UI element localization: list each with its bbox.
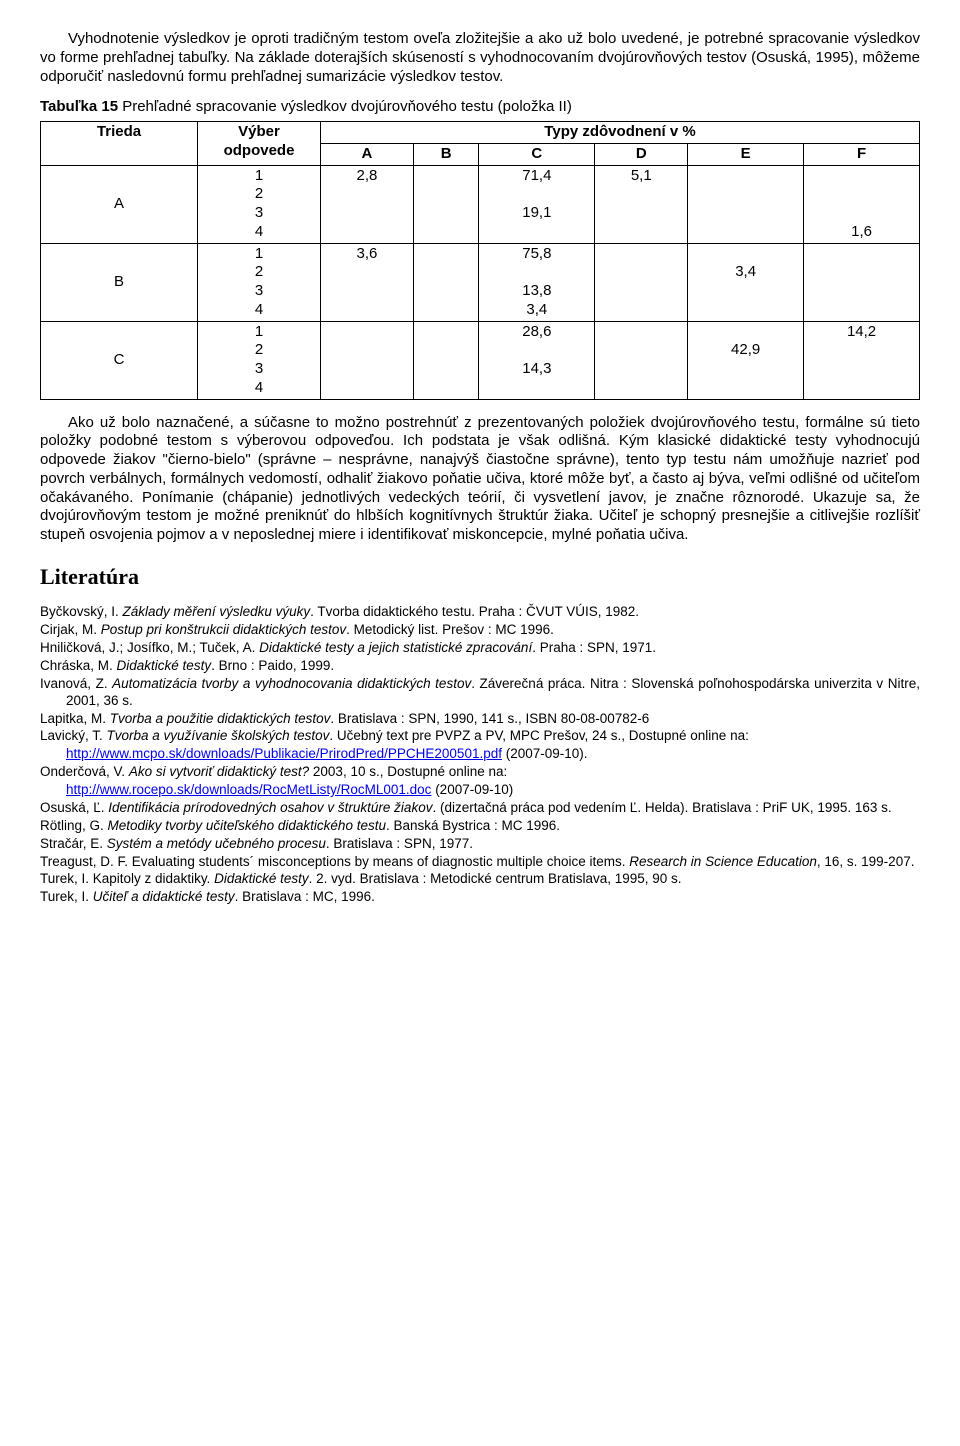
reference: Rötling, G. Metodiky tvorby učiteľského … bbox=[40, 818, 920, 835]
cell: 1,6 bbox=[804, 165, 920, 243]
table-row: B1 2 3 43,6 75,8 13,8 3,4 3,4 bbox=[41, 243, 920, 321]
th-vyber: Výber odpovede bbox=[198, 122, 321, 166]
cell: 5,1 bbox=[595, 165, 688, 243]
cell: 71,4 19,1 bbox=[479, 165, 595, 243]
th-col: C bbox=[479, 143, 595, 165]
cell: 75,8 13,8 3,4 bbox=[479, 243, 595, 321]
th-col: F bbox=[804, 143, 920, 165]
cell bbox=[321, 321, 414, 399]
reference-link-line: http://www.mcpo.sk/downloads/Publikacie/… bbox=[40, 746, 920, 763]
table-row: C1 2 3 4 28,6 14,3 42,914,2 bbox=[41, 321, 920, 399]
cell bbox=[688, 165, 804, 243]
reference: Lapitka, M. Tvorba a použitie didaktický… bbox=[40, 711, 920, 728]
cell bbox=[595, 243, 688, 321]
reference: Treagust, D. F. Evaluating students´ mis… bbox=[40, 854, 920, 871]
th-col: A bbox=[321, 143, 414, 165]
reference: Osuská, Ľ. Identifikácia prírodovedných … bbox=[40, 800, 920, 817]
reference: Turek, I. Kapitoly z didaktiky. Didaktic… bbox=[40, 871, 920, 888]
table-row: A1 2 3 42,8 71,4 19,15,1 1,6 bbox=[41, 165, 920, 243]
references-block: Byčkovský, I. Základy měření výsledku vý… bbox=[40, 604, 920, 906]
cell: 42,9 bbox=[688, 321, 804, 399]
cell-trieda: A bbox=[41, 165, 198, 243]
intro-paragraph: Vyhodnotenie výsledkov je oproti tradičn… bbox=[40, 30, 920, 86]
reference-link[interactable]: http://www.rocepo.sk/downloads/RocMetLis… bbox=[66, 782, 431, 797]
table-caption-number: Tabuľka 15 bbox=[40, 98, 118, 115]
reference: Byčkovský, I. Základy měření výsledku vý… bbox=[40, 604, 920, 621]
table-caption: Tabuľka 15 Prehľadné spracovanie výsledk… bbox=[40, 98, 920, 117]
reference: Cirjak, M. Postup pri konštrukcii didakt… bbox=[40, 622, 920, 639]
cell bbox=[413, 243, 478, 321]
discussion-paragraph: Ako už bolo naznačené, a súčasne to možn… bbox=[40, 414, 920, 545]
literature-heading: Literatúra bbox=[40, 563, 920, 591]
reference: Ivanová, Z. Automatizácia tvorby a vyhod… bbox=[40, 676, 920, 710]
cell: 1 2 3 4 bbox=[198, 165, 321, 243]
cell bbox=[595, 321, 688, 399]
results-table: Trieda Výber odpovede Typy zdôvodnení v … bbox=[40, 121, 920, 400]
reference-link-line: http://www.rocepo.sk/downloads/RocMetLis… bbox=[40, 782, 920, 799]
cell: 1 2 3 4 bbox=[198, 243, 321, 321]
table-caption-text: Prehľadné spracovanie výsledkov dvojúrov… bbox=[118, 98, 572, 115]
th-col: B bbox=[413, 143, 478, 165]
cell: 28,6 14,3 bbox=[479, 321, 595, 399]
cell: 3,6 bbox=[321, 243, 414, 321]
reference-link[interactable]: http://www.mcpo.sk/downloads/Publikacie/… bbox=[66, 746, 502, 761]
th-typy: Typy zdôvodnení v % bbox=[321, 122, 920, 144]
reference: Hniličková, J.; Josífko, M.; Tuček, A. D… bbox=[40, 640, 920, 657]
cell: 3,4 bbox=[688, 243, 804, 321]
reference: Onderčová, V. Ako si vytvoriť didaktický… bbox=[40, 764, 920, 781]
reference: Chráska, M. Didaktické testy. Brno : Pai… bbox=[40, 658, 920, 675]
reference: Turek, I. Učiteľ a didaktické testy. Bra… bbox=[40, 889, 920, 906]
cell bbox=[413, 321, 478, 399]
cell: 1 2 3 4 bbox=[198, 321, 321, 399]
th-col: D bbox=[595, 143, 688, 165]
cell bbox=[413, 165, 478, 243]
cell: 2,8 bbox=[321, 165, 414, 243]
cell-trieda: C bbox=[41, 321, 198, 399]
cell: 14,2 bbox=[804, 321, 920, 399]
reference: Lavický, T. Tvorba a využívanie školskýc… bbox=[40, 728, 920, 745]
cell bbox=[804, 243, 920, 321]
th-col: E bbox=[688, 143, 804, 165]
th-trieda: Trieda bbox=[41, 122, 198, 166]
cell-trieda: B bbox=[41, 243, 198, 321]
reference: Stračár, E. Systém a metódy učebného pro… bbox=[40, 836, 920, 853]
